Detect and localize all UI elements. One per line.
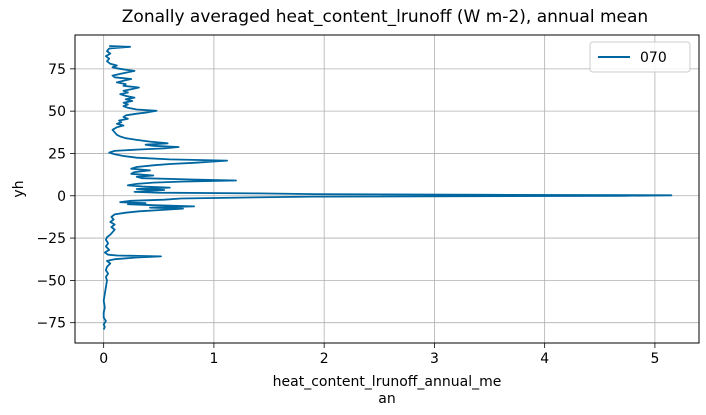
y-tick-label: 0 <box>57 189 66 205</box>
chart-title: Zonally averaged heat_content_lrunoff (W… <box>122 7 648 27</box>
x-tick-label: 4 <box>540 351 549 367</box>
y-axis: −75 −50 −25 0 25 50 75 <box>36 62 75 332</box>
y-tick-label: 50 <box>48 104 66 120</box>
x-tick-label: 2 <box>320 351 329 367</box>
x-axis-label-line-2: an <box>378 391 395 407</box>
plot-area <box>102 45 673 330</box>
axes-frame <box>74 34 700 344</box>
y-tick-label: −25 <box>36 231 66 247</box>
legend-box <box>589 41 691 73</box>
legend-label-070: 070 <box>640 50 667 66</box>
y-tick-label: 75 <box>48 62 66 78</box>
y-tick-label: −50 <box>36 273 66 289</box>
x-axis-label-line-1: heat_content_lrunoff_annual_me <box>273 374 502 390</box>
y-tick-label: 25 <box>48 146 66 162</box>
x-tick-label: 0 <box>99 351 108 367</box>
x-tick-label: 5 <box>650 351 659 367</box>
y-axis-label: yh <box>11 180 27 197</box>
legend: 070 <box>589 41 691 73</box>
x-tick-label: 1 <box>209 351 218 367</box>
x-tick-label: 3 <box>430 351 439 367</box>
x-axis: 0 1 2 3 4 5 <box>99 343 659 367</box>
y-tick-label: −75 <box>36 316 66 332</box>
series-line-070 <box>102 45 673 330</box>
